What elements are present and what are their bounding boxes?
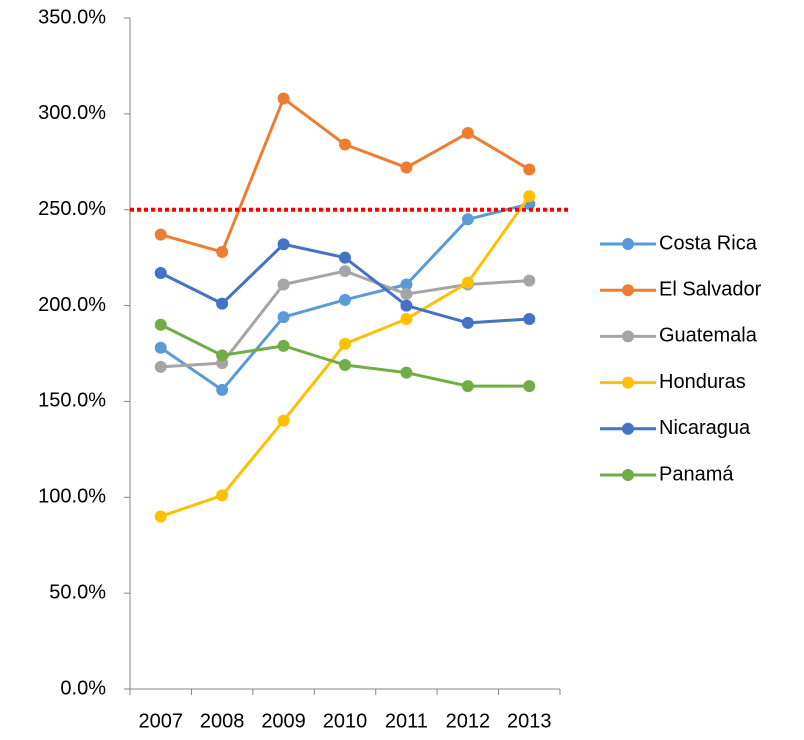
- data-point: [400, 161, 413, 174]
- data-point: [461, 127, 474, 140]
- legend-marker: [622, 284, 634, 297]
- data-point: [277, 278, 290, 291]
- data-point: [154, 341, 167, 354]
- legend-label: Guatemala: [659, 325, 758, 347]
- data-point: [277, 238, 290, 251]
- data-point: [523, 312, 536, 325]
- data-point: [277, 339, 290, 352]
- data-point: [154, 318, 167, 331]
- x-tick-label: 2011: [385, 710, 428, 732]
- data-point: [154, 228, 167, 241]
- y-tick-label: 150.0%: [38, 390, 106, 412]
- legend-label: Nicaragua: [659, 417, 751, 439]
- data-point: [400, 312, 413, 325]
- x-tick-label: 2012: [446, 710, 491, 732]
- data-point: [339, 251, 351, 264]
- x-tick-label: 2008: [200, 710, 245, 732]
- data-point: [461, 316, 474, 329]
- data-point: [461, 380, 474, 393]
- y-tick-label: 50.0%: [49, 581, 106, 603]
- legend-label: Panamá: [659, 463, 734, 485]
- x-tick-label: 2010: [323, 710, 368, 732]
- y-tick-label: 200.0%: [38, 294, 106, 316]
- data-point: [523, 380, 536, 393]
- x-tick-label: 2013: [507, 710, 552, 732]
- y-tick-label: 300.0%: [38, 102, 106, 124]
- data-point: [277, 311, 290, 324]
- series-line: [160, 195, 531, 518]
- data-point: [154, 510, 167, 523]
- data-point: [339, 265, 351, 278]
- data-point: [216, 383, 229, 396]
- data-point: [339, 359, 351, 372]
- legend-marker: [622, 238, 634, 250]
- data-point: [216, 297, 229, 310]
- legend-marker: [622, 376, 634, 389]
- series-line: [160, 323, 530, 388]
- legend-marker: [622, 422, 634, 435]
- series-line: [160, 97, 531, 254]
- data-point: [523, 274, 536, 287]
- legend-marker: [622, 330, 634, 343]
- data-point: [339, 337, 351, 350]
- y-tick-label: 0.0%: [60, 677, 106, 699]
- data-point: [523, 163, 536, 176]
- data-point: [277, 92, 290, 105]
- data-point: [400, 366, 413, 379]
- data-point: [400, 288, 413, 301]
- data-point: [339, 293, 351, 306]
- data-point: [461, 276, 474, 289]
- y-tick-label: 250.0%: [38, 198, 106, 220]
- y-tick-label: 100.0%: [38, 486, 106, 508]
- data-point: [216, 245, 229, 258]
- data-point: [216, 489, 229, 502]
- legend-label: Costa Rica: [659, 232, 758, 254]
- legend-label: Honduras: [659, 371, 746, 393]
- data-point: [400, 278, 413, 291]
- data-point: [339, 138, 351, 151]
- data-point: [400, 299, 413, 312]
- data-point: [216, 349, 229, 362]
- data-point: [523, 190, 536, 203]
- data-point: [461, 213, 474, 226]
- legend-marker: [622, 469, 634, 481]
- x-tick-label: 2009: [261, 710, 306, 732]
- data-point: [277, 414, 290, 427]
- legend-label: El Salvador: [659, 278, 762, 300]
- data-point: [154, 360, 167, 373]
- y-tick-label: 350.0%: [38, 6, 106, 28]
- data-point: [154, 266, 167, 279]
- x-tick-label: 2007: [138, 710, 183, 732]
